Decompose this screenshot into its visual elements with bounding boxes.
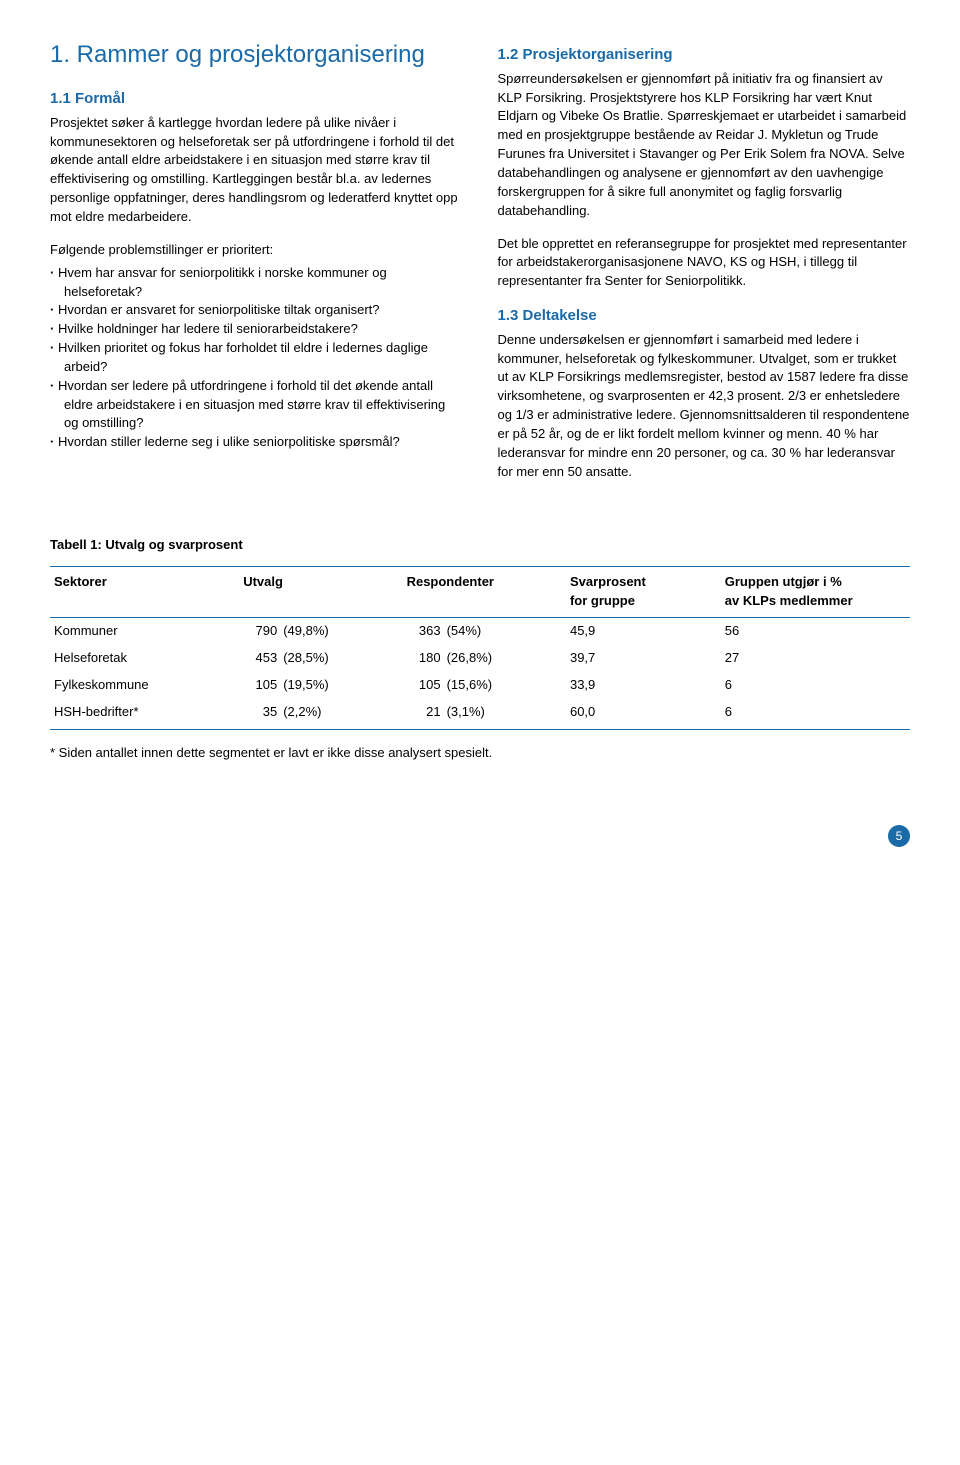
cell-andel: 6 [721,672,910,699]
section-1-1-p1: Prosjektet søker å kartlegge hvordan led… [50,114,463,227]
cell-sektor: Fylkeskommune [50,672,239,699]
section-1-2-title: 1.2 Prosjektorganisering [498,44,911,66]
table-row: Fylkeskommune 105(19,5%) 105(15,6%) 33,9… [50,672,910,699]
section-1-1-title: 1.1 Formål [50,88,463,110]
section-1-2-p2: Det ble opprettet en referansegruppe for… [498,235,911,292]
list-item: Hvilken prioritet og fokus har forholdet… [50,339,463,377]
cell-svarpros: 60,0 [566,699,721,730]
col-respondenter: Respondenter [403,567,566,618]
cell-utvalg: 790(49,8%) [239,618,402,645]
cell-svarpros: 45,9 [566,618,721,645]
cell-utvalg: 35(2,2%) [239,699,402,730]
section-1-1-bullets: Hvem har ansvar for seniorpolitikk i nor… [50,264,463,452]
col-sektorer: Sektorer [50,567,239,618]
table-1-name: Utvalg og svarprosent [102,537,243,552]
list-item: Hvem har ansvar for seniorpolitikk i nor… [50,264,463,302]
list-item: Hvordan er ansvaret for seniorpolitiske … [50,301,463,320]
page-number-badge: 5 [50,823,910,847]
table-1: Sektorer Utvalg Respondenter Svarprosent… [50,566,910,730]
cell-resp: 363(54%) [403,618,566,645]
cell-utvalg: 105(19,5%) [239,672,402,699]
table-row: HSH-bedrifter* 35(2,2%) 21(3,1%) 60,0 6 [50,699,910,730]
section-1-1-lead: Følgende problemstillinger er prioritert… [50,241,463,260]
section-1-3-title: 1.3 Deltakelse [498,305,911,327]
cell-sektor: Kommuner [50,618,239,645]
table-1-footnote: * Siden antallet innen dette segmentet e… [50,744,910,763]
table-1-title: Tabell 1: Utvalg og svarprosent [50,536,910,555]
chapter-title: 1. Rammer og prosjekt­organisering [50,40,463,70]
cell-resp: 105(15,6%) [403,672,566,699]
col-svarprosent: Svarprosent for gruppe [566,567,721,618]
cell-resp: 21(3,1%) [403,699,566,730]
table-header-row: Sektorer Utvalg Respondenter Svarprosent… [50,567,910,618]
cell-utvalg: 453(28,5%) [239,645,402,672]
col-utvalg: Utvalg [239,567,402,618]
cell-resp: 180(26,8%) [403,645,566,672]
cell-svarpros: 39,7 [566,645,721,672]
list-item: Hvilke holdninger har ledere til seniora… [50,320,463,339]
cell-andel: 6 [721,699,910,730]
cell-andel: 56 [721,618,910,645]
cell-sektor: Helseforetak [50,645,239,672]
col-andel: Gruppen utgjør i % av KLPs medlemmer [721,567,910,618]
page-number: 5 [888,825,910,847]
cell-sektor: HSH-bedrifter* [50,699,239,730]
list-item: Hvordan stiller lederne seg i ulike seni… [50,433,463,452]
table-1-prefix: Tabell 1: [50,537,102,552]
section-1-3-p1: Denne undersøkelsen er gjennomført i sam… [498,331,911,482]
list-item: Hvordan ser ledere på utfordringene i fo… [50,377,463,434]
table-row: Helseforetak 453(28,5%) 180(26,8%) 39,7 … [50,645,910,672]
cell-svarpros: 33,9 [566,672,721,699]
cell-andel: 27 [721,645,910,672]
table-row: Kommuner 790(49,8%) 363(54%) 45,9 56 [50,618,910,645]
section-1-2-p1: Spørreundersøkelsen er gjennomført på in… [498,70,911,221]
